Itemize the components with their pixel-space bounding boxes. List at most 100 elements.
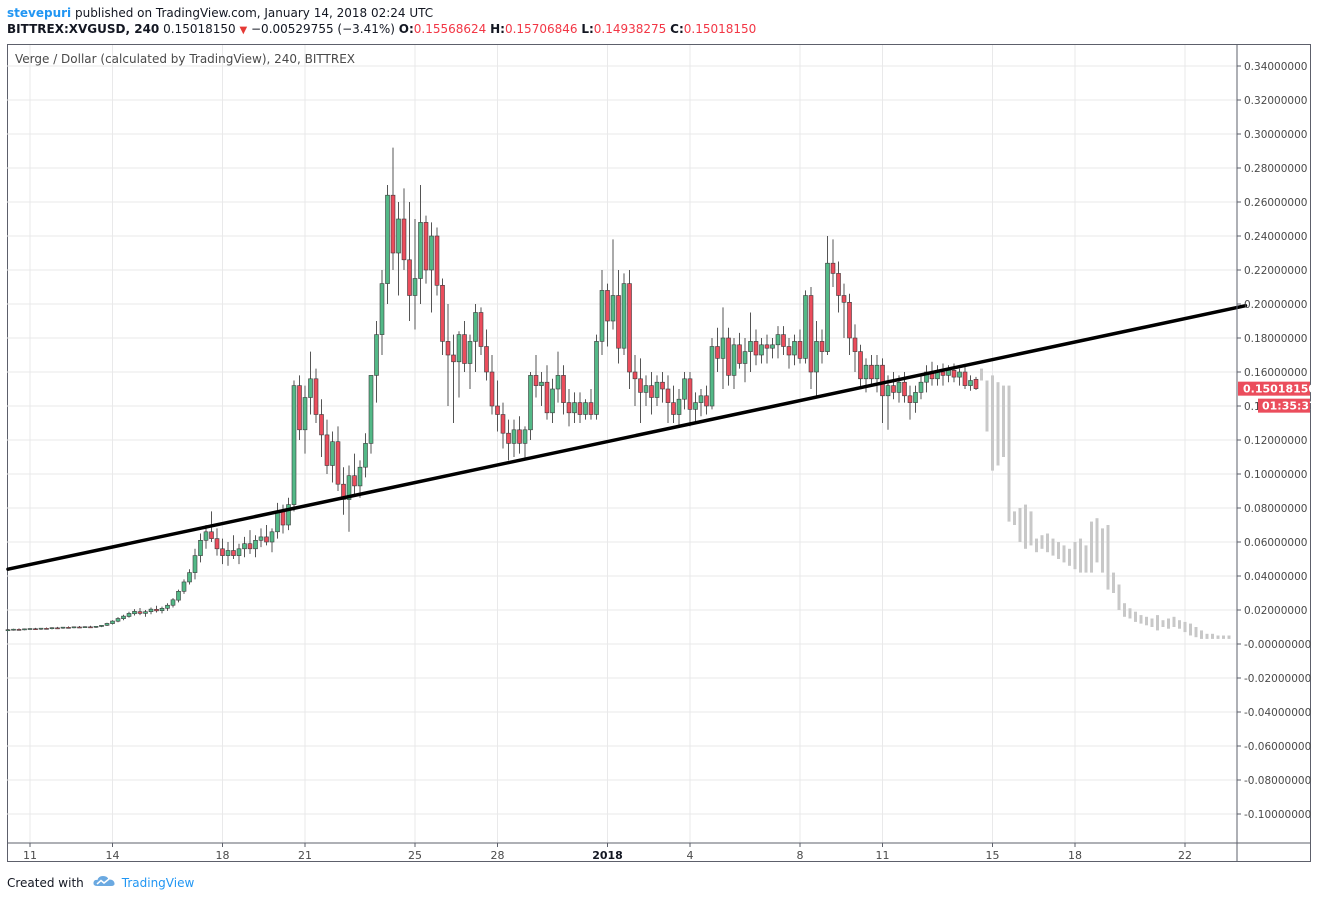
candle-body <box>286 504 291 526</box>
candle <box>649 372 654 415</box>
candle <box>792 334 797 366</box>
candle <box>599 270 605 355</box>
candle <box>643 375 649 406</box>
candle <box>797 329 803 364</box>
candle-body <box>154 609 159 612</box>
candle-body <box>539 381 544 386</box>
x-tick-label: 4 <box>687 849 694 862</box>
candle <box>687 372 693 427</box>
candle-body <box>451 354 456 363</box>
candle <box>451 334 456 423</box>
candle <box>297 375 302 440</box>
y-tick-label: -0.02000000 <box>1244 673 1311 685</box>
candle <box>572 392 577 423</box>
y-tick-label: 0.10000000 <box>1244 469 1307 481</box>
candle-body <box>313 378 319 415</box>
candle-body <box>583 402 588 415</box>
candle <box>555 351 561 403</box>
candle <box>110 620 115 625</box>
x-tick-label: 11 <box>876 849 890 862</box>
y-tick-label: -0.06000000 <box>1244 741 1311 753</box>
candle <box>627 270 632 389</box>
candle <box>176 589 181 603</box>
candle <box>594 334 599 420</box>
ghost-bar <box>1035 538 1038 553</box>
candle-body <box>456 334 462 363</box>
candle-body <box>335 441 341 485</box>
candle <box>165 603 170 611</box>
y-tick-label: -0.08000000 <box>1244 775 1311 787</box>
ghost-bar <box>1167 618 1170 629</box>
candle-body <box>616 295 621 349</box>
candle <box>77 625 82 629</box>
candle-body <box>605 290 610 322</box>
ghost-bar <box>1150 618 1154 627</box>
y-tick-label: 0.08000000 <box>1244 503 1307 515</box>
candle <box>99 624 104 628</box>
price-badge-text: 0.15018150 <box>1243 383 1316 396</box>
ghost-bar <box>1018 508 1022 542</box>
candle <box>506 419 511 461</box>
candle-body <box>704 395 709 407</box>
candle <box>803 290 808 364</box>
down-arrow-icon: ▼ <box>239 25 248 36</box>
trendline <box>6 303 1248 571</box>
candle-body <box>60 626 66 629</box>
candle-body <box>385 194 390 284</box>
candle <box>913 385 918 413</box>
candle <box>616 270 621 364</box>
candle-body <box>346 475 352 500</box>
low-value: 0.14938275 <box>593 22 667 36</box>
candle-body <box>748 341 753 352</box>
candle <box>715 327 720 372</box>
candle-body <box>390 194 396 254</box>
price-badge-bg <box>1238 381 1310 396</box>
candle <box>770 338 775 359</box>
candle <box>748 312 753 372</box>
candle-body <box>88 626 93 629</box>
candle-body <box>698 395 704 403</box>
candle-body <box>902 381 907 397</box>
ghost-bar <box>1200 630 1203 639</box>
candle <box>66 626 71 629</box>
candle <box>759 338 764 364</box>
tradingview-link[interactable]: TradingView <box>121 875 195 890</box>
candle-body <box>687 378 693 410</box>
ghost-bar <box>1062 545 1066 563</box>
candle <box>808 287 814 389</box>
candle <box>731 338 737 389</box>
candle-body <box>99 624 104 627</box>
candle-body <box>500 414 506 434</box>
tradingview-cloud-icon[interactable] <box>92 874 116 891</box>
candle-body <box>764 344 770 349</box>
x-tick-label: 25 <box>408 849 422 862</box>
candle <box>236 543 242 565</box>
candle-body <box>654 381 660 398</box>
candle-body <box>522 429 528 444</box>
candle-body <box>176 590 181 601</box>
ghost-bar <box>1024 504 1027 549</box>
ghost-bar <box>1095 518 1099 563</box>
candle-body <box>742 351 748 364</box>
author-name[interactable]: stevepuri <box>7 6 72 20</box>
candle-body <box>577 402 583 415</box>
candle <box>390 147 396 270</box>
candle <box>231 535 236 559</box>
candle <box>698 389 704 417</box>
candle <box>363 433 368 478</box>
candle-body <box>242 543 247 550</box>
y-tick-label: 0.28000000 <box>1244 163 1307 175</box>
ghost-bar <box>1046 533 1049 553</box>
candle-body <box>220 548 225 556</box>
y-tick-label: 0.20000000 <box>1244 299 1307 311</box>
candle <box>962 365 968 389</box>
candle-body <box>324 434 330 466</box>
ghost-bar <box>1194 627 1198 638</box>
candle <box>577 392 583 423</box>
candle <box>368 375 374 454</box>
candle <box>253 535 258 558</box>
ghost-bar <box>985 380 989 432</box>
candle <box>214 528 220 556</box>
countdown-badge-bg <box>1258 398 1310 413</box>
